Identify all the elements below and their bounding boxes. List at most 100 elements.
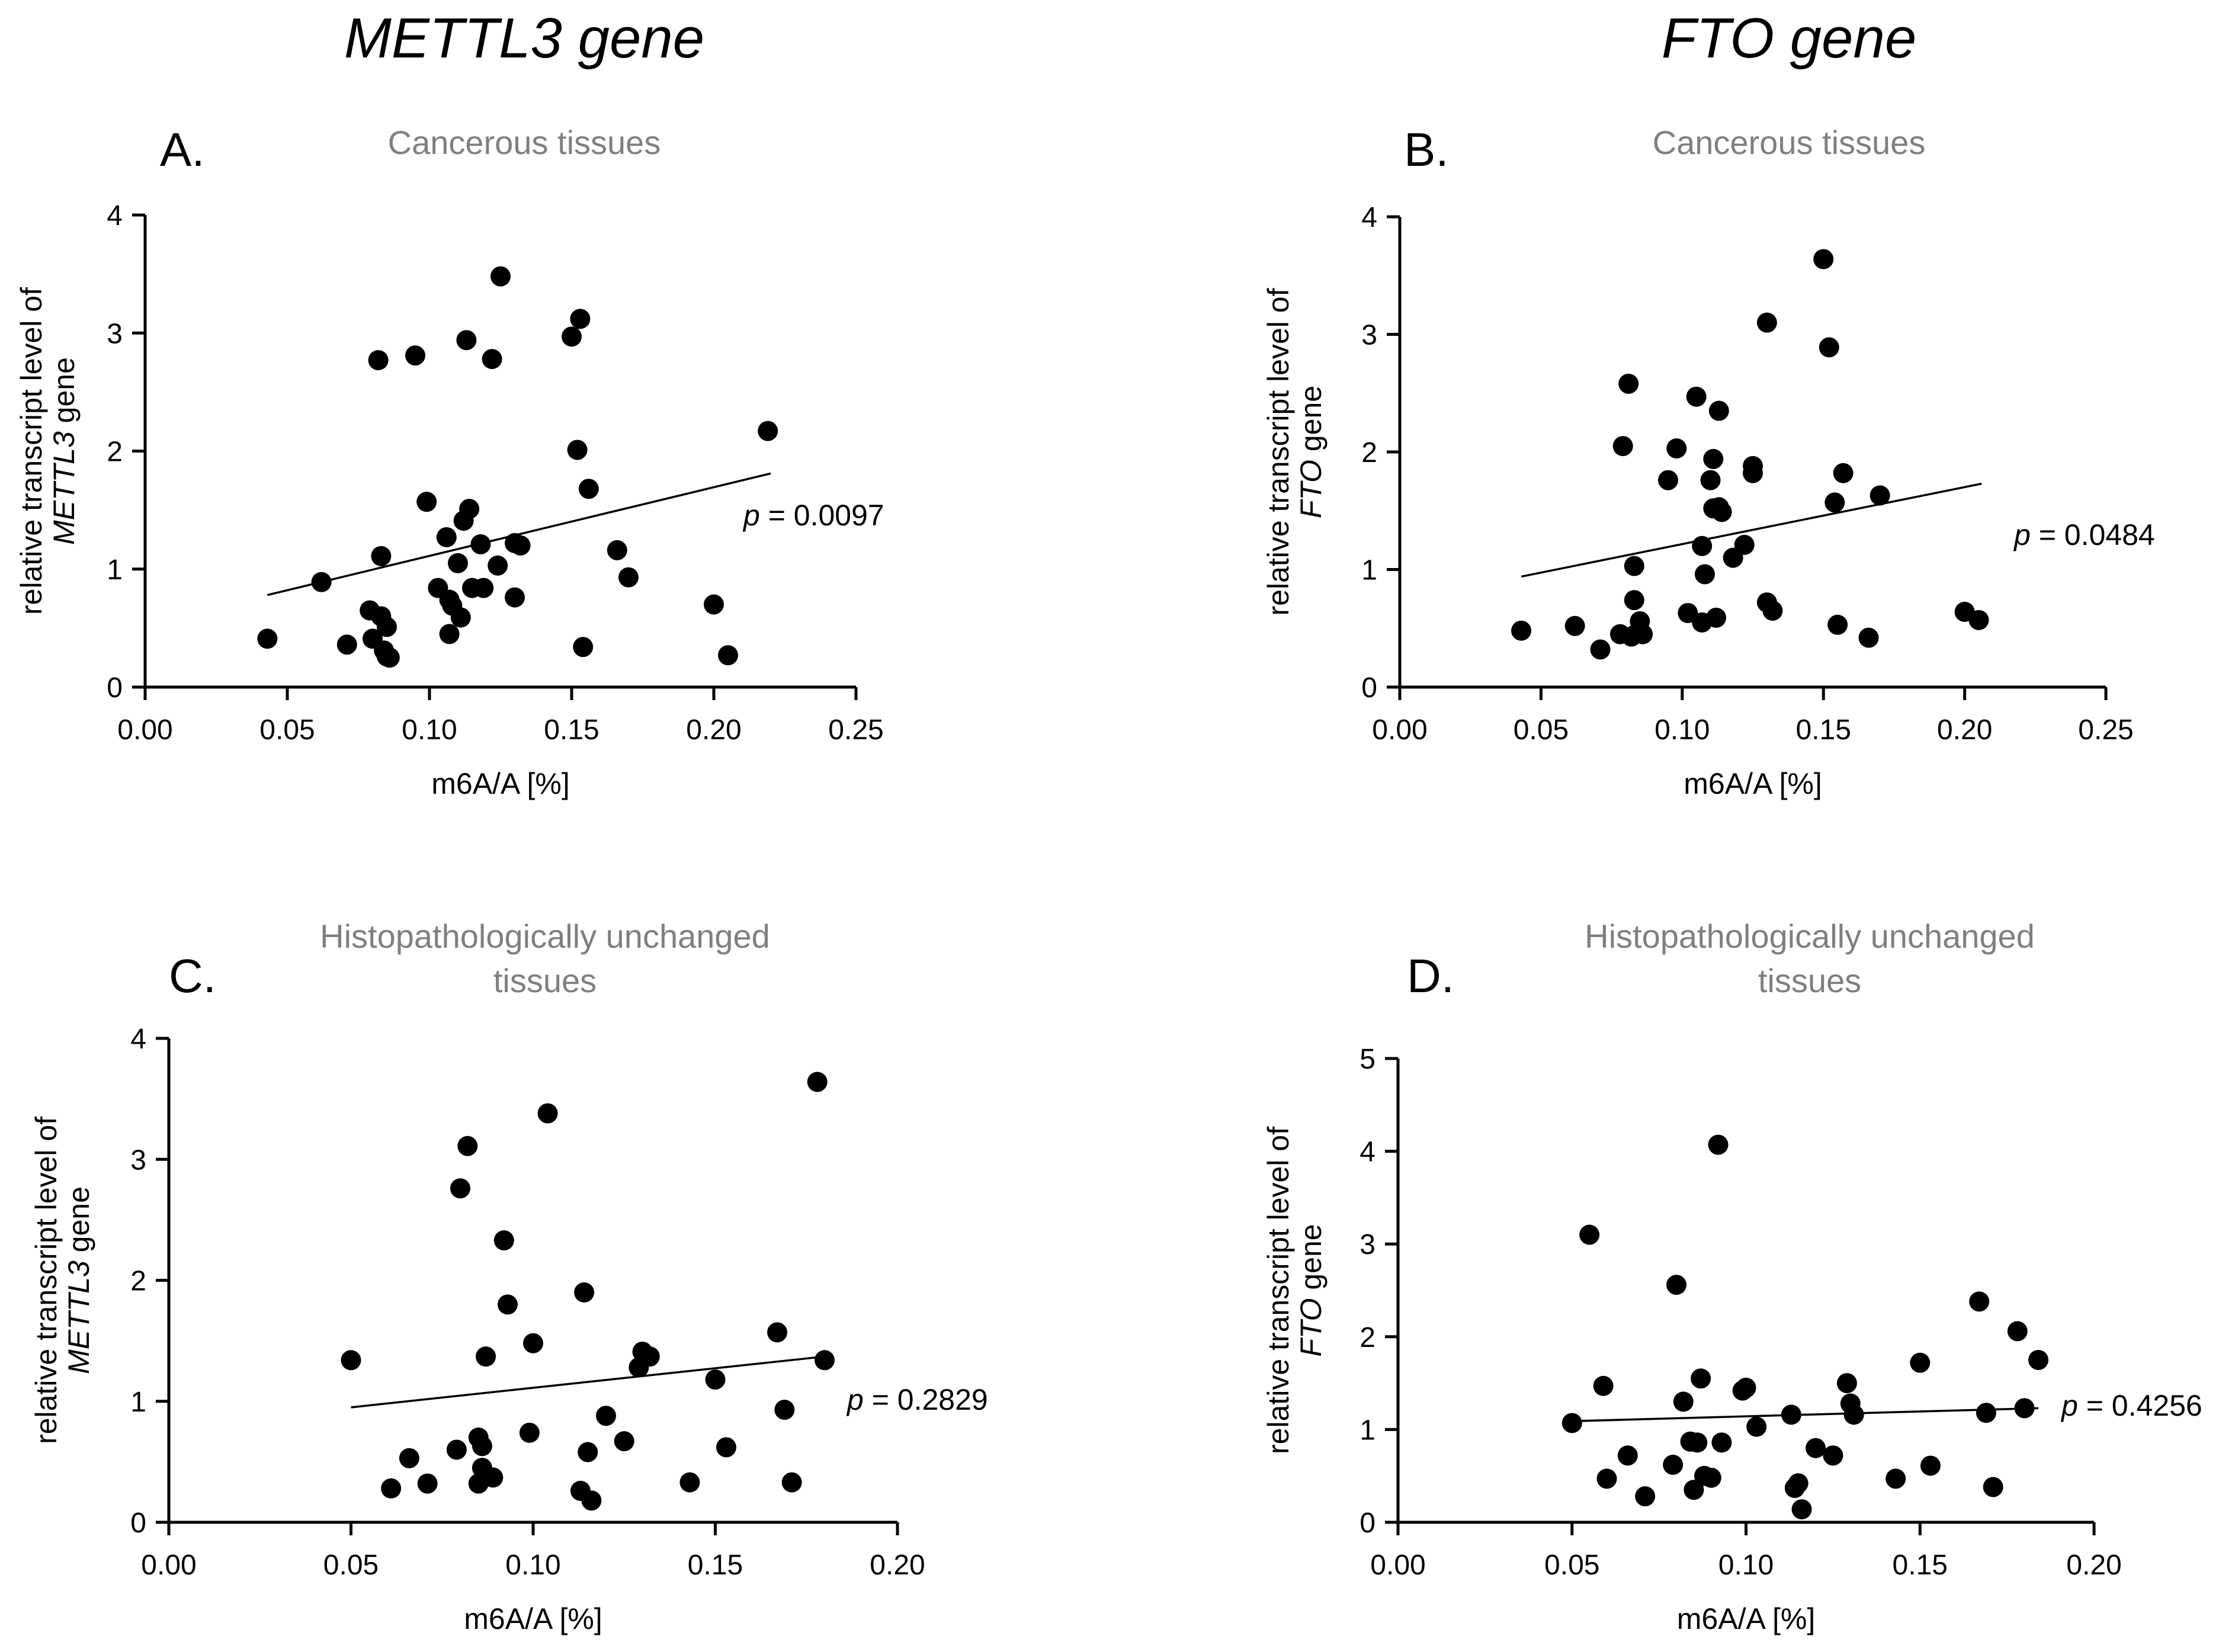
data-point [257,628,278,649]
data-point [1813,249,1834,270]
data-point [1791,1499,1812,1520]
data-point [497,1294,518,1315]
y-tick-label: 3 [130,1144,146,1176]
y-axis-label-gene: FTO [1294,1298,1328,1357]
y-tick-label: 4 [130,1024,146,1055]
y-tick-label: 0 [130,1507,146,1539]
data-point [519,1422,540,1443]
y-tick-label: 0 [1360,1507,1375,1539]
p-value-number: = 0.0097 [760,499,884,532]
data-point [1708,1134,1729,1155]
data-point [2014,1398,2035,1419]
data-point [1624,556,1644,576]
panel-letter: D. [1407,950,1454,1002]
data-point [1593,1375,1614,1396]
data-point [1590,639,1611,660]
data-point [758,421,778,441]
y-axis-label-gene: FTO [1294,460,1328,518]
data-point [1870,485,1890,506]
data-point [1781,1404,1801,1425]
data-point [523,1333,543,1353]
data-point [1743,463,1763,483]
y-axis-label-gene: METTL3 [47,431,81,545]
data-point [2028,1349,2048,1370]
data-point [399,1448,419,1468]
data-point [1843,1404,1864,1425]
data-point [1686,386,1707,407]
p-value-symbol: p [742,499,760,532]
data-point [510,535,531,556]
data-point [1703,448,1724,469]
data-point [1920,1455,1941,1476]
x-axis-label: m6A/A [%] [464,1602,602,1635]
data-point [1694,564,1715,585]
data-point [416,492,437,512]
p-value-symbol: p [2060,1389,2078,1422]
x-tick-label: 0.15 [1893,1550,1948,1581]
chart-title-line-2: tissues [1758,962,1861,999]
data-point [476,1346,496,1367]
data-point [1691,1368,1711,1389]
x-tick-label: 0.00 [1372,714,1427,746]
data-point [1736,1377,1756,1398]
data-point [473,578,494,598]
y-tick-label: 1 [130,1387,146,1418]
data-point [483,1467,504,1488]
data-point [436,527,457,547]
panel-letter: A. [160,123,205,176]
data-point [537,1103,558,1124]
data-point [439,624,460,644]
data-point [1723,547,1743,568]
p-value-annotation: p = 0.4256 [2060,1389,2202,1422]
p-value-number: = 0.2829 [864,1383,988,1416]
data-point [1968,610,1989,630]
data-point [1910,1352,1931,1373]
data-point [574,1282,595,1303]
data-point [1708,400,1729,421]
p-value-annotation: p = 0.2829 [846,1383,988,1416]
y-axis-label-suffix: gene [47,357,81,431]
y-tick-label: 5 [1360,1044,1375,1075]
x-tick-label: 0.25 [2078,714,2133,746]
scatter-panel-b: Cancerous tissues B. 0 1 2 3 4 0.00 0.05 0.10 0.15… [1262,123,2155,800]
x-tick-label: 0.05 [1514,714,1569,746]
data-point [368,350,389,371]
p-value-annotation: p = 0.0484 [2013,518,2155,551]
data-point [1666,1275,1686,1295]
y-axis-label-line-1: relative transcript level of [1262,288,1295,615]
panel-letter: C. [169,950,216,1002]
data-point [1687,1432,1708,1453]
x-tick-label: 0.10 [1655,714,1710,746]
p-value-annotation: p = 0.0097 [742,499,884,532]
data-point [1579,1224,1600,1245]
data-point [459,499,480,519]
chart-title-line-2: tissues [493,962,597,999]
data-point [1711,502,1732,522]
scatter-panel-d: Histopathologically unchanged tissues D. 0 1… [1262,918,2202,1635]
data-point [704,594,724,615]
y-tick-label: 2 [107,437,123,468]
data-point [679,1472,700,1493]
data-point [448,553,468,573]
data-point [573,637,594,657]
regression-line [351,1355,825,1409]
data-point [450,607,471,628]
y-axis-label-gene: METTL3 [62,1260,95,1374]
x-tick-label: 0.05 [323,1550,379,1581]
data-point [567,440,588,460]
data-point [578,1442,598,1462]
y-axis-label-line-1: relative transcript level of [1262,1127,1295,1454]
y-axis-label-suffix: gene [62,1186,95,1260]
y-tick-label: 4 [1360,1137,1375,1168]
data-point [482,349,502,370]
data-point [581,1490,602,1511]
x-tick-label: 0.20 [2066,1550,2121,1581]
data-point [450,1178,470,1199]
data-point [1700,470,1721,490]
chart-title: Cancerous tissues [388,124,661,161]
x-tick-label: 0.00 [117,714,172,746]
data-point [716,1437,736,1458]
y-tick-label: 2 [1360,1322,1375,1353]
p-value-symbol: p [2013,518,2031,551]
data-point [472,1436,492,1457]
